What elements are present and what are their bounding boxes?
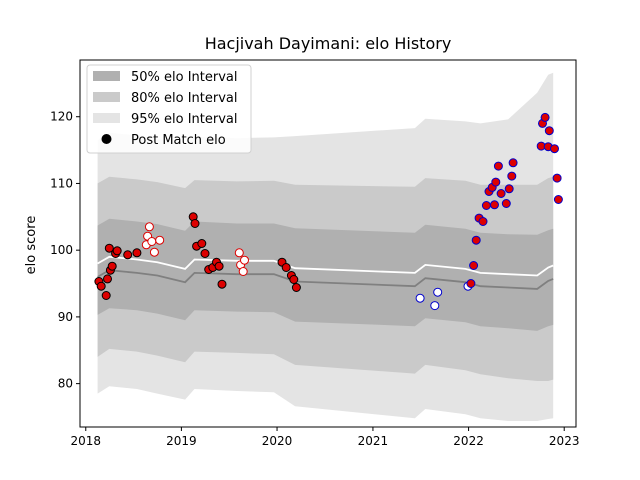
data-point — [540, 112, 550, 122]
data-point — [112, 246, 122, 256]
data-point — [214, 261, 224, 271]
band-50 — [97, 218, 554, 331]
data-point — [103, 274, 112, 284]
data-point — [281, 263, 291, 272]
data-point — [481, 201, 491, 210]
data-point — [493, 161, 503, 171]
x-tick-label: 2019 — [166, 434, 197, 448]
legend-box — [86, 64, 252, 154]
legend: 50% elo Interval 80% elo Interval 95% elo … — [86, 64, 252, 154]
y-tick-label: 120 — [50, 110, 73, 124]
data-point — [490, 200, 499, 210]
data-point — [291, 283, 301, 292]
data-point — [107, 261, 117, 271]
data-point — [155, 235, 165, 245]
data-point — [504, 184, 514, 194]
y-tick-label: 80 — [58, 377, 73, 391]
x-tick-label: 2023 — [549, 434, 580, 448]
data-point — [101, 291, 111, 300]
axes-frame — [79, 59, 577, 428]
data-point — [469, 261, 479, 270]
data-point — [197, 239, 207, 248]
data-point — [466, 279, 476, 288]
y-tick-label: 90 — [58, 310, 73, 324]
data-point — [144, 222, 154, 232]
x-tick-label: 2020 — [262, 434, 293, 448]
legend-swatch — [93, 113, 120, 123]
data-point — [552, 173, 562, 183]
data-point — [544, 126, 554, 136]
data-point — [234, 248, 244, 258]
legend-label: 50% elo Interval — [131, 70, 238, 85]
chart-title: Hacjivah Dayimani: elo History — [205, 34, 452, 53]
data-point — [433, 287, 443, 297]
data-point — [430, 301, 440, 311]
y-axis-label: elo score — [24, 216, 39, 275]
axes: 2018 2019 2020 2021 2022 2023 80 90 100 110 120 — [50, 59, 580, 448]
x-tick-label: 2021 — [358, 434, 389, 448]
data-point — [501, 199, 511, 208]
data-point — [200, 249, 210, 258]
y-tick-label: 110 — [50, 176, 73, 190]
data-point — [415, 293, 425, 303]
data-point — [190, 219, 200, 228]
data-point — [289, 275, 299, 284]
data-point — [471, 235, 481, 245]
legend-label: 80% elo Interval — [131, 91, 238, 106]
data-point — [508, 158, 518, 168]
legend-label: 95% elo Interval — [131, 112, 238, 127]
legend-swatch — [93, 92, 120, 102]
x-tick-label: 2022 — [453, 434, 484, 448]
data-point — [238, 267, 248, 276]
data-point — [104, 243, 114, 253]
data-point — [96, 281, 106, 291]
data-point — [478, 217, 488, 226]
data-point — [149, 247, 159, 257]
mean-elo-line — [97, 255, 554, 277]
data-point — [123, 250, 133, 260]
data-point — [491, 177, 501, 187]
data-point — [147, 237, 157, 246]
data-point — [553, 195, 563, 204]
y-tick-label: 100 — [50, 243, 73, 257]
legend-label: Post Match elo — [131, 133, 226, 148]
data-point — [132, 248, 142, 258]
data-point — [550, 144, 559, 154]
data-point — [496, 189, 506, 198]
data-point — [217, 279, 227, 289]
data-point — [240, 255, 249, 265]
legend-swatch — [93, 71, 120, 81]
data-point — [507, 171, 517, 181]
x-tick-label: 2018 — [70, 434, 101, 448]
plot-area — [94, 72, 563, 421]
legend-marker — [101, 134, 112, 144]
